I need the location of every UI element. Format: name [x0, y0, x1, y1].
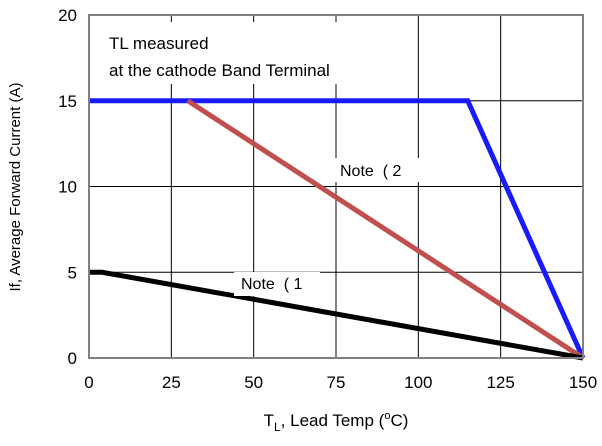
series-layer — [89, 98, 586, 361]
series-line-3 — [89, 269, 584, 361]
annotation-box-line1: TL measured — [109, 34, 209, 53]
y-tick-label: 20 — [58, 6, 77, 25]
y-tick-label: 10 — [58, 178, 77, 197]
x-axis-label: TL, Lead Temp (oC) — [264, 410, 409, 434]
y-tick-label: 15 — [58, 92, 77, 111]
x-tick-label: 25 — [162, 373, 181, 392]
x-axis-label-main: T — [264, 411, 274, 430]
note1-label: Note ( 1 — [241, 276, 302, 293]
note2-bg — [333, 158, 419, 182]
x-axis-label-sup: o — [384, 410, 390, 422]
series-line-2 — [186, 98, 585, 361]
y-tick-label: 0 — [68, 349, 77, 368]
note2-label: Note ( 2 — [340, 163, 401, 180]
x-tick-label: 0 — [84, 373, 93, 392]
tick-layer: 0 5 10 15 20 0 25 50 75 100 125 150 — [58, 6, 597, 392]
y-axis-label: If, Average Forward Current (A) — [7, 83, 24, 292]
x-axis-label-end: C) — [390, 411, 408, 430]
plot-frame — [88, 14, 584, 359]
x-axis-label-rest: , Lead Temp ( — [281, 411, 385, 430]
series-line-1 — [89, 98, 586, 360]
annotation-box-bg — [100, 22, 400, 84]
x-tick-label: 125 — [486, 373, 514, 392]
x-axis-label-sub: L — [274, 420, 281, 434]
x-tick-label: 75 — [327, 373, 346, 392]
note1-bg — [234, 272, 320, 296]
annotation-box-line2: at the cathode Band Terminal — [109, 61, 330, 80]
x-tick-label: 100 — [404, 373, 432, 392]
x-tick-label: 150 — [569, 373, 597, 392]
y-tick-label: 5 — [68, 263, 77, 282]
x-tick-label: 50 — [244, 373, 263, 392]
